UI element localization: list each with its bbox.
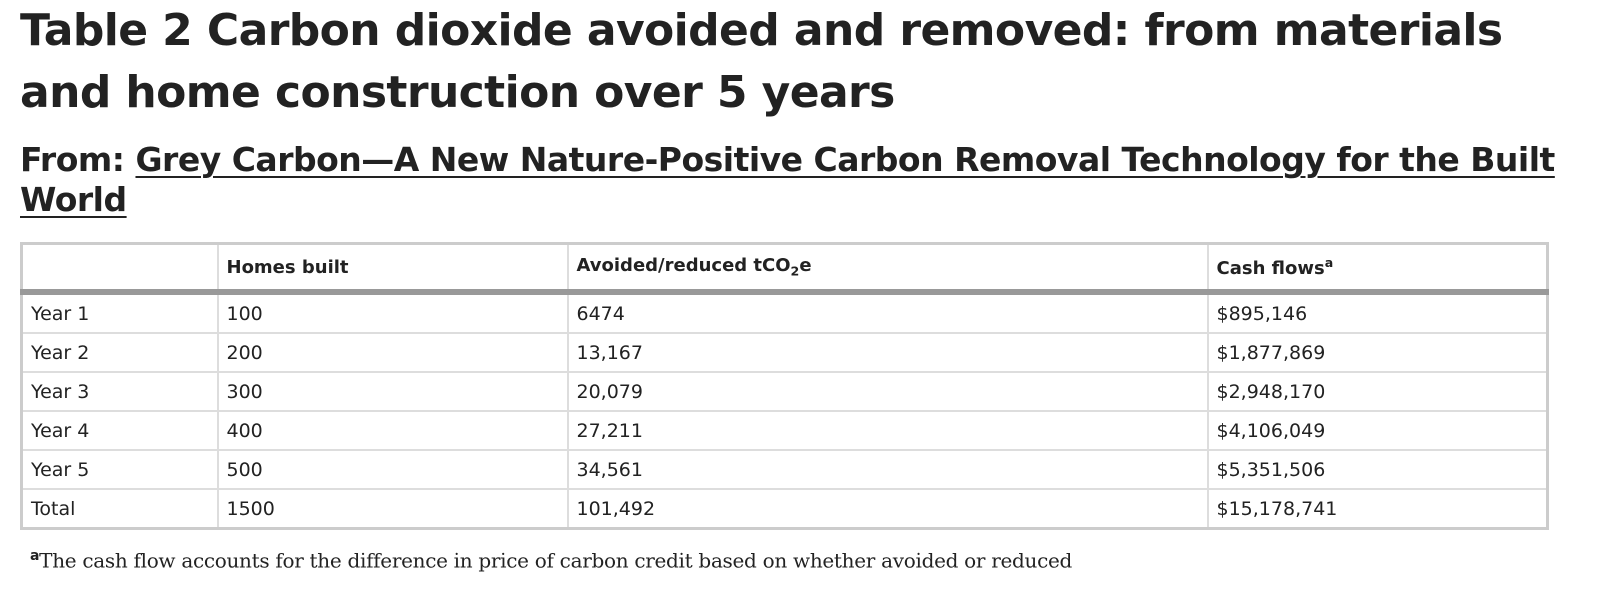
footnote: aThe cash flow accounts for the differen…	[30, 548, 1072, 573]
table-cell: Total	[20, 488, 219, 530]
table-cell: Year 2	[20, 332, 219, 373]
table-cell: 100	[216, 291, 569, 334]
table-cell: 101,492	[566, 488, 1209, 530]
header-subscript: 2	[790, 263, 800, 279]
table-cell: $1,877,869	[1206, 332, 1549, 373]
table-row: Year 3 300 20,079 $2,948,170	[20, 371, 1549, 412]
table-cell: Year 1	[20, 291, 219, 334]
source-prefix: From:	[20, 140, 125, 179]
table-row: Year 1 100 6474 $895,146	[20, 291, 1549, 334]
footnote-marker: a	[30, 548, 40, 564]
table-cell: 500	[216, 449, 569, 490]
footnote-text: The cash flow accounts for the differenc…	[39, 548, 1073, 573]
header-superscript: a	[1324, 255, 1334, 270]
table-cell: $5,351,506	[1206, 449, 1549, 490]
header-text: Homes built	[226, 256, 349, 278]
source-link[interactable]: Grey Carbon—A New Nature-Positive Carbon…	[20, 140, 1555, 219]
table-cell: $2,948,170	[1206, 371, 1549, 412]
table-cell: 27,211	[566, 410, 1209, 451]
header-cell	[20, 242, 219, 295]
table-cell: 300	[216, 371, 569, 412]
table-cell: 6474	[566, 291, 1209, 334]
table-cell: Year 4	[20, 410, 219, 451]
header-text: e	[799, 255, 812, 277]
table-row: Year 5 500 34,561 $5,351,506	[20, 449, 1549, 490]
title: Table 2 Carbon dioxide avoided and remov…	[20, 5, 1503, 118]
table-cell: 20,079	[566, 371, 1209, 412]
table-cell: 13,167	[566, 332, 1209, 373]
data-table: Homes built Avoided/reduced tCO2e Cash flo…	[20, 242, 1549, 530]
header-text: Avoided/reduced tCO	[576, 255, 791, 277]
header-cell: Cash flowsa	[1206, 242, 1549, 295]
source: From: Grey Carbon—A New Nature-Positive …	[20, 140, 1560, 220]
table-cell: Year 5	[20, 449, 219, 490]
table-cell: $4,106,049	[1206, 410, 1549, 451]
table-cell: 34,561	[566, 449, 1209, 490]
header-row: Homes built Avoided/reduced tCO2e Cash flo…	[20, 242, 1549, 295]
table-row: Year 2 200 13,167 $1,877,869	[20, 332, 1549, 373]
table-cell: $15,178,741	[1206, 488, 1549, 530]
header-cell: Avoided/reduced tCO2e	[566, 242, 1209, 295]
table-cell: 1500	[216, 488, 569, 530]
header-cell: Homes built	[216, 242, 569, 295]
table-cell: Year 3	[20, 371, 219, 412]
table-row: Year 4 400 27,211 $4,106,049	[20, 410, 1549, 451]
table-cell: 400	[216, 410, 569, 451]
header-text: Cash flows	[1216, 258, 1325, 279]
table-cell: $895,146	[1206, 291, 1549, 334]
table-row: Total 1500 101,492 $15,178,741	[20, 488, 1549, 530]
table-cell: 200	[216, 332, 569, 373]
